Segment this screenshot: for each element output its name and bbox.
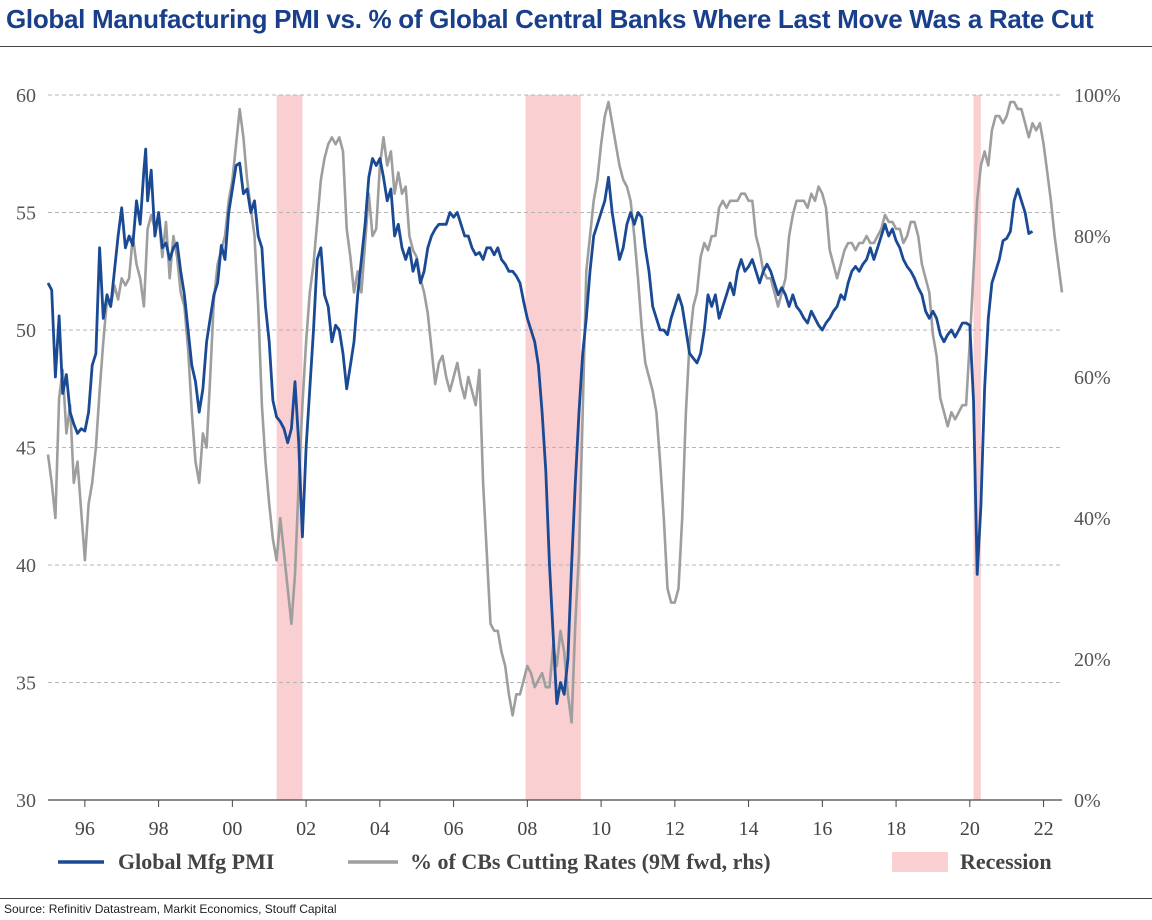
x-tick-label: 18 [886, 818, 906, 840]
left-tick-label: 45 [16, 438, 36, 460]
legend-recession-label: Recession [960, 849, 1052, 874]
chart-title: Global Manufacturing PMI vs. % of Global… [6, 4, 1094, 34]
right-tick-label: 40% [1074, 508, 1111, 530]
right-tick-label: 100% [1074, 85, 1121, 107]
x-tick-label: 02 [296, 818, 316, 840]
x-tick-label: 08 [517, 818, 537, 840]
x-tick-label: 22 [1034, 818, 1054, 840]
x-tick-label: 00 [222, 818, 242, 840]
x-tick-label: 04 [370, 818, 390, 840]
x-tick-label: 16 [812, 818, 832, 840]
right-tick-label: 80% [1074, 226, 1111, 248]
legend: Global Mfg PMI % of CBs Cutting Rates (9… [58, 849, 1052, 874]
chart-canvas: 30 35 40 45 50 55 60 0% 20% 40% 60% 80% 100% 96 98 00… [16, 85, 1121, 874]
left-tick-label: 55 [16, 203, 36, 225]
right-tick-label: 60% [1074, 367, 1111, 389]
x-tick-label: 06 [444, 818, 464, 840]
left-axis-ticks: 30 35 40 45 50 55 60 [16, 85, 36, 812]
left-tick-label: 60 [16, 85, 36, 107]
left-tick-label: 35 [16, 673, 36, 695]
x-tick-label: 12 [665, 818, 685, 840]
legend-cbs-label: % of CBs Cutting Rates (9M fwd, rhs) [410, 849, 771, 874]
series-pmi-line [46, 147, 1034, 705]
recession-band [973, 95, 981, 800]
legend-pmi-label: Global Mfg PMI [118, 849, 274, 874]
right-tick-label: 20% [1074, 649, 1111, 671]
right-axis-ticks: 0% 20% 40% 60% 80% 100% [1074, 85, 1121, 812]
x-tick-label: 96 [75, 818, 95, 840]
source-note: Source: Refinitiv Datastream, Markit Eco… [4, 902, 337, 916]
x-tick-label: 98 [149, 818, 169, 840]
legend-recession-swatch [892, 852, 948, 872]
x-tick-label: 10 [591, 818, 611, 840]
x-axis: 96 98 00 02 04 06 08 10 12 14 16 18 20 22 [48, 799, 1062, 840]
series-lines [46, 100, 1064, 724]
x-tick-label: 20 [960, 818, 980, 840]
left-tick-label: 40 [16, 555, 36, 577]
right-tick-label: 0% [1074, 790, 1101, 812]
x-tick-label: 14 [739, 818, 759, 840]
footer-divider [0, 898, 1152, 899]
title-divider [0, 46, 1152, 47]
left-tick-label: 30 [16, 790, 36, 812]
left-tick-label: 50 [16, 320, 36, 342]
